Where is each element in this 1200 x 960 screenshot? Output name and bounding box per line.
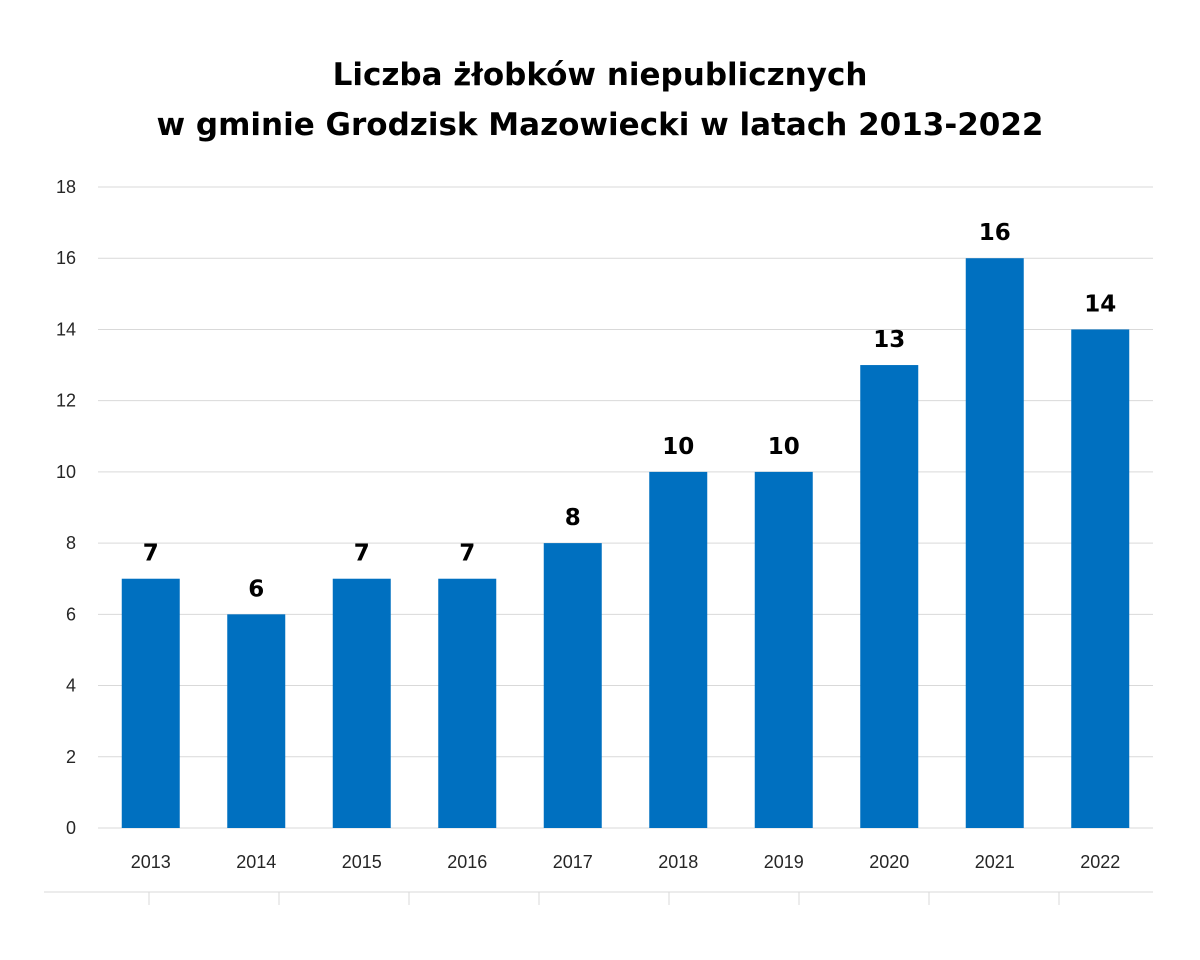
bars	[121, 258, 1130, 828]
data-label-2019: 10	[768, 434, 800, 460]
y-tick-label: 18	[56, 177, 76, 197]
bar-2022	[1071, 329, 1130, 828]
x-axis-tick-labels: 2013 2014 2015 2016 2017 2018 2019 2020 2021 2022	[131, 852, 1121, 872]
bar-2014	[227, 614, 286, 828]
bar-2018	[649, 471, 708, 828]
y-tick-label: 16	[56, 248, 76, 268]
bar-2016	[438, 578, 497, 828]
x-tick-label-2014: 2014	[236, 852, 276, 872]
x-tick-label-2020: 2020	[869, 852, 909, 872]
data-label-2022: 14	[1084, 291, 1116, 317]
data-label-2020: 13	[873, 327, 905, 353]
x-tick-label-2018: 2018	[658, 852, 698, 872]
y-tick-label: 0	[66, 818, 76, 838]
data-labels: 7 6 7 7 8 10 10 13 16 14	[143, 220, 1117, 602]
bar-2015	[332, 578, 391, 828]
x-tick-label-2021: 2021	[975, 852, 1015, 872]
y-axis-tick-labels: 0 2 4 6 8 10 12 14 16 18	[56, 177, 76, 838]
x-tick-label-2016: 2016	[447, 852, 487, 872]
bottom-table-border	[44, 891, 1153, 905]
x-tick-label-2013: 2013	[131, 852, 171, 872]
y-tick-label: 2	[66, 747, 76, 767]
x-tick-label-2022: 2022	[1080, 852, 1120, 872]
data-label-2013: 7	[143, 541, 159, 567]
y-tick-label: 14	[56, 319, 76, 339]
y-tick-label: 8	[66, 533, 76, 553]
y-tick-label: 12	[56, 391, 76, 411]
data-label-2021: 16	[979, 220, 1011, 246]
x-tick-label-2019: 2019	[764, 852, 804, 872]
data-label-2017: 8	[565, 505, 581, 531]
data-label-2016: 7	[459, 541, 475, 567]
y-tick-label: 4	[66, 676, 76, 696]
chart-title: Liczba żłobków niepublicznych w gminie G…	[0, 50, 1200, 150]
y-tick-label: 10	[56, 462, 76, 482]
chart-title-line-1: Liczba żłobków niepublicznych	[332, 57, 868, 93]
y-tick-label: 6	[66, 604, 76, 624]
bar-2020	[860, 365, 919, 828]
data-label-2018: 10	[662, 434, 694, 460]
bar-2021	[965, 258, 1024, 828]
x-tick-label-2017: 2017	[553, 852, 593, 872]
bar-2017	[543, 543, 602, 828]
data-label-2014: 6	[248, 576, 264, 602]
data-label-2015: 7	[354, 541, 370, 567]
x-tick-label-2015: 2015	[342, 852, 382, 872]
bar-2019	[754, 471, 813, 828]
chart-title-line-2: w gminie Grodzisk Mazowiecki w latach 20…	[156, 107, 1044, 143]
bar-2013	[121, 578, 180, 828]
